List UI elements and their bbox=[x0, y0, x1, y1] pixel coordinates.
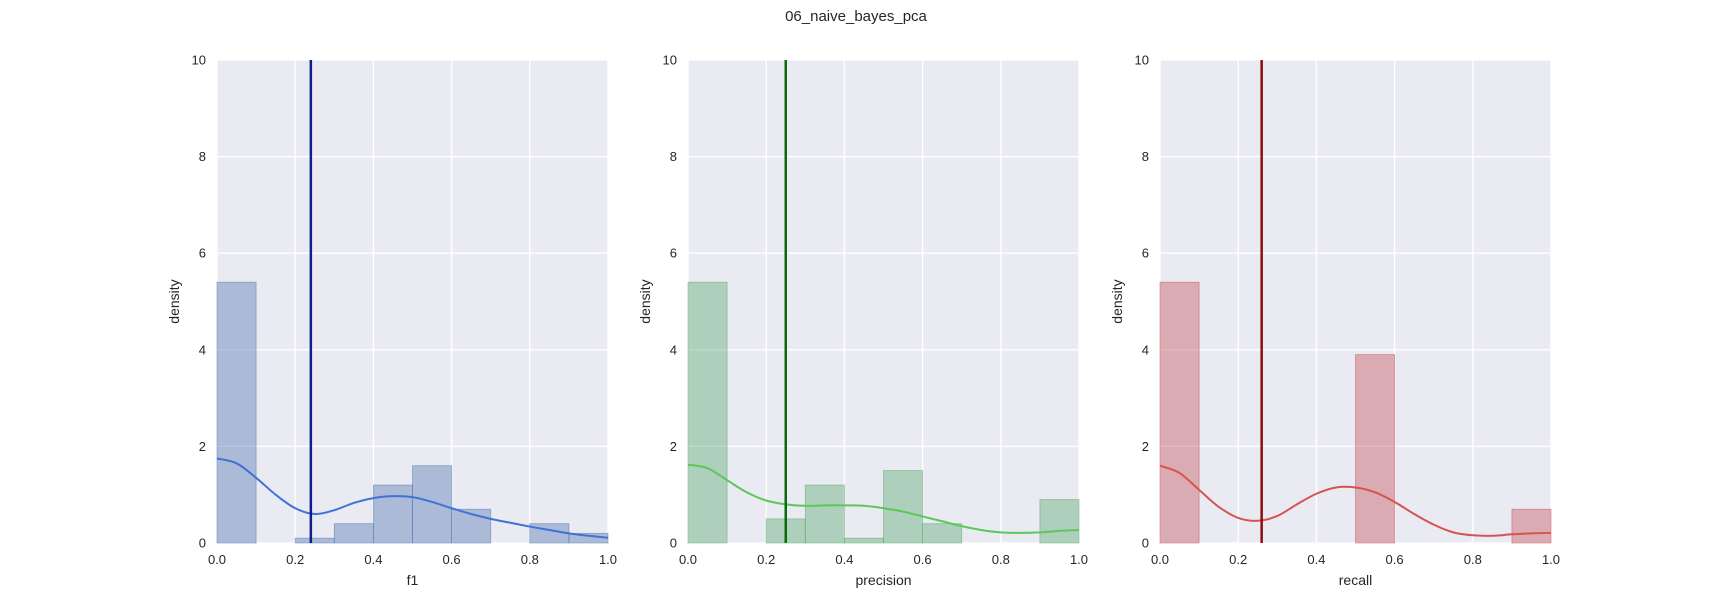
y-tick-label: 4 bbox=[670, 342, 677, 357]
x-axis-label: f1 bbox=[407, 572, 419, 588]
y-axis-label: density bbox=[637, 279, 653, 323]
x-tick-label: 1.0 bbox=[1070, 552, 1088, 567]
y-axis-label: density bbox=[166, 279, 182, 323]
x-tick-label: 0.0 bbox=[679, 552, 697, 567]
x-tick-label: 0.2 bbox=[757, 552, 775, 567]
histogram-bar bbox=[1355, 354, 1395, 544]
histogram-bar bbox=[333, 523, 374, 544]
histogram-bar bbox=[568, 532, 609, 544]
histogram-bar bbox=[883, 470, 923, 544]
x-tick-label: 0.6 bbox=[443, 552, 461, 567]
x-tick-label: 0.4 bbox=[1307, 552, 1325, 567]
x-tick-label: 0.2 bbox=[286, 552, 304, 567]
y-axis-label: density bbox=[1109, 279, 1125, 323]
y-tick-label: 0 bbox=[670, 536, 677, 551]
kde-curve bbox=[687, 463, 1080, 534]
histogram-bar bbox=[372, 484, 413, 544]
histogram-bar bbox=[294, 537, 335, 544]
y-tick-label: 4 bbox=[199, 342, 206, 357]
histogram-bar bbox=[216, 281, 257, 544]
plot-area bbox=[217, 60, 608, 543]
x-tick-label: 0.4 bbox=[364, 552, 382, 567]
y-tick-label: 0 bbox=[1142, 536, 1149, 551]
histogram-bar bbox=[1039, 499, 1080, 544]
plot-area bbox=[688, 60, 1079, 543]
histogram-bar bbox=[412, 465, 452, 544]
y-tick-label: 4 bbox=[1142, 342, 1149, 357]
x-axis-label: precision bbox=[855, 572, 911, 588]
x-tick-label: 0.0 bbox=[1151, 552, 1169, 567]
histogram-bar bbox=[1511, 508, 1552, 544]
y-tick-label: 8 bbox=[1142, 149, 1149, 164]
figure-title: 06_naive_bayes_pca bbox=[785, 8, 927, 25]
histogram-bar bbox=[1159, 281, 1200, 544]
kde-curve bbox=[1159, 464, 1552, 537]
y-tick-label: 6 bbox=[1142, 246, 1149, 261]
y-tick-label: 10 bbox=[663, 53, 677, 68]
y-tick-label: 2 bbox=[199, 439, 206, 454]
x-tick-label: 1.0 bbox=[1542, 552, 1560, 567]
y-tick-label: 10 bbox=[1135, 53, 1149, 68]
y-tick-label: 6 bbox=[199, 246, 206, 261]
x-tick-label: 0.8 bbox=[521, 552, 539, 567]
histogram-bar bbox=[844, 537, 884, 544]
y-tick-label: 8 bbox=[670, 149, 677, 164]
histogram-bar bbox=[922, 523, 963, 544]
y-tick-label: 6 bbox=[670, 246, 677, 261]
x-tick-label: 0.8 bbox=[992, 552, 1010, 567]
chart-panel-1: 0.0 0.2 0.4 0.6 0.8 1.0 0 2 4 6 8 10 f1 density bbox=[166, 53, 617, 589]
x-tick-label: 0.8 bbox=[1464, 552, 1482, 567]
chart-panel-3: 0.0 0.2 0.4 0.6 0.8 1.0 0 2 4 6 8 10 recall density bbox=[1109, 53, 1560, 589]
x-axis-label: recall bbox=[1339, 572, 1372, 588]
kde-curve bbox=[216, 457, 609, 539]
y-tick-label: 2 bbox=[670, 439, 677, 454]
y-tick-label: 8 bbox=[199, 149, 206, 164]
x-tick-label: 0.6 bbox=[1386, 552, 1404, 567]
chart-panel-2: 0.0 0.2 0.4 0.6 0.8 1.0 0 2 4 6 8 10 precision densit… bbox=[637, 53, 1088, 589]
x-tick-label: 0.6 bbox=[914, 552, 932, 567]
x-tick-label: 0.0 bbox=[208, 552, 226, 567]
x-tick-label: 0.4 bbox=[835, 552, 853, 567]
y-tick-label: 10 bbox=[192, 53, 206, 68]
x-tick-label: 0.2 bbox=[1229, 552, 1247, 567]
histogram-bar bbox=[804, 484, 845, 544]
x-tick-label: 1.0 bbox=[599, 552, 617, 567]
histogram-bar bbox=[687, 281, 728, 544]
y-tick-label: 2 bbox=[1142, 439, 1149, 454]
y-tick-label: 0 bbox=[199, 536, 206, 551]
